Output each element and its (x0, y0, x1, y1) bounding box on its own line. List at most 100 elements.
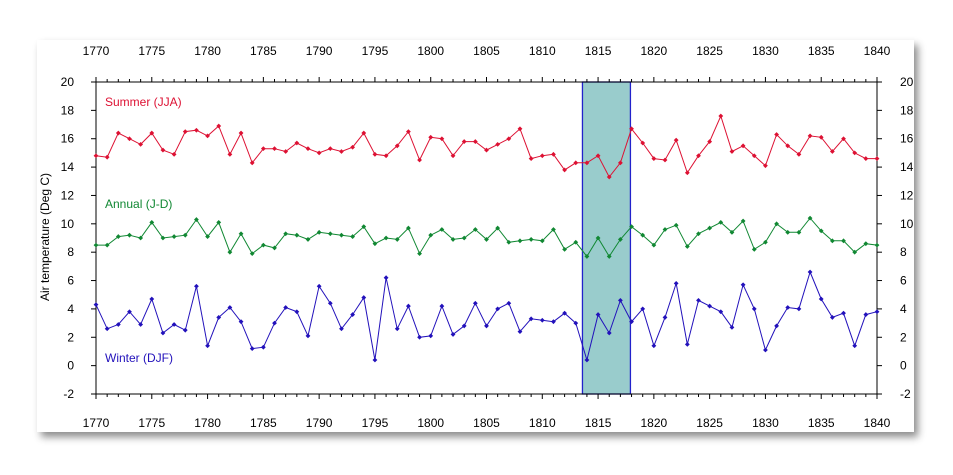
series-label-annual: Annual (J-D) (105, 197, 172, 211)
data-point-winter (93, 302, 99, 308)
y-tick-label-left: 20 (61, 75, 75, 89)
data-point-summer (316, 150, 322, 156)
data-point-annual (763, 239, 768, 245)
data-point-winter (417, 334, 422, 340)
x-tick-label-bottom: 1770 (83, 416, 110, 430)
y-tick-label-right: 16 (900, 132, 914, 146)
data-point-winter (696, 298, 701, 303)
data-point-annual (316, 229, 322, 235)
data-point-winter (394, 326, 400, 332)
x-tick-label-bottom: 1790 (306, 416, 333, 430)
data-point-annual (127, 232, 132, 238)
y-tick-label-right: 10 (900, 217, 914, 231)
data-point-winter (327, 300, 333, 306)
data-point-winter (450, 332, 456, 337)
data-point-winter (651, 343, 657, 349)
data-point-summer (617, 160, 623, 166)
x-tick-label-bottom: 1815 (585, 416, 612, 430)
data-point-annual (205, 234, 210, 239)
x-tick-label-bottom: 1810 (529, 416, 556, 430)
chart-card (37, 40, 914, 432)
y-tick-label-right: 12 (900, 188, 914, 202)
data-point-winter (272, 320, 277, 326)
data-point-winter (484, 323, 489, 329)
data-point-annual (662, 227, 668, 232)
x-tick-label-top: 1830 (752, 44, 779, 58)
data-point-summer (417, 157, 422, 163)
x-tick-label-bottom: 1820 (641, 416, 668, 430)
data-point-winter (350, 312, 356, 317)
y-tick-label-right: 18 (900, 103, 914, 117)
data-point-winter (361, 295, 367, 300)
data-point-winter (562, 310, 567, 316)
data-point-winter (294, 309, 300, 315)
data-point-annual (160, 235, 166, 241)
data-point-summer (640, 140, 646, 146)
data-point-summer (495, 142, 501, 147)
data-point-summer (160, 147, 166, 153)
x-tick-label-bottom: 1840 (864, 416, 891, 430)
data-point-summer (294, 140, 300, 146)
data-point-annual (841, 238, 846, 244)
data-point-winter (539, 317, 545, 323)
data-point-winter (796, 306, 802, 312)
data-point-summer (562, 167, 567, 173)
x-tick-label-bottom: 1775 (138, 416, 165, 430)
data-point-winter (874, 309, 880, 315)
data-point-annual (796, 229, 802, 235)
data-point-winter (305, 333, 311, 339)
data-point-annual (350, 234, 356, 239)
data-point-annual (182, 232, 188, 238)
data-point-annual (807, 215, 813, 221)
data-point-annual (640, 232, 646, 238)
data-point-annual (729, 229, 735, 235)
data-point-winter (763, 347, 768, 353)
data-point-winter (194, 283, 199, 289)
data-point-summer (539, 153, 545, 159)
y-tick-label-right: 6 (900, 274, 907, 288)
data-point-annual (774, 221, 779, 227)
data-point-summer (718, 113, 724, 119)
data-point-winter (149, 296, 155, 302)
data-point-summer (305, 146, 311, 152)
data-point-summer (584, 160, 590, 166)
data-point-winter (372, 357, 378, 363)
data-point-summer (339, 149, 344, 154)
data-point-summer (472, 139, 478, 144)
data-point-winter (551, 319, 556, 325)
x-tick-label-bottom: 1780 (194, 416, 221, 430)
data-point-summer (729, 149, 735, 154)
data-point-summer (796, 151, 802, 157)
data-point-summer (428, 134, 434, 140)
x-tick-label-top: 1775 (138, 44, 165, 58)
data-point-annual (283, 231, 289, 237)
data-point-summer (327, 146, 333, 152)
data-point-summer (361, 130, 367, 136)
plot-frame (95, 81, 878, 395)
data-point-summer (573, 160, 579, 166)
data-point-winter (316, 283, 322, 289)
data-point-winter (629, 319, 634, 325)
data-point-summer (450, 153, 456, 159)
data-point-summer (104, 154, 110, 160)
data-point-winter (774, 323, 779, 329)
data-point-annual (104, 242, 110, 248)
data-point-winter (461, 323, 467, 329)
x-tick-label-top: 1805 (473, 44, 500, 58)
data-point-winter (841, 310, 846, 316)
x-tick-label-top: 1780 (194, 44, 221, 58)
data-point-annual (305, 237, 311, 242)
data-point-winter (606, 330, 612, 336)
data-point-annual (517, 238, 523, 244)
data-point-winter (729, 324, 735, 330)
data-point-annual (93, 242, 99, 248)
data-point-winter (406, 303, 411, 309)
series-label-winter: Winter (DJF) (105, 351, 173, 365)
x-tick-label-bottom: 1830 (752, 416, 779, 430)
data-point-summer (863, 156, 869, 161)
data-point-winter (707, 303, 713, 309)
data-point-winter (684, 341, 690, 347)
data-point-winter (740, 282, 746, 288)
y-tick-label-right: 20 (900, 75, 914, 89)
data-point-winter (227, 305, 233, 310)
